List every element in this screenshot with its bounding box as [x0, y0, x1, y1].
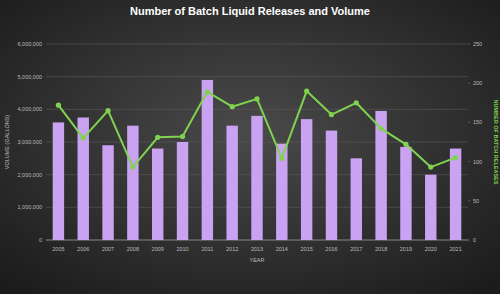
x-tick-label: 2009	[152, 246, 164, 252]
y-tick-label: 2,000,000	[18, 172, 42, 178]
line-marker	[56, 103, 61, 108]
line-marker	[403, 142, 408, 147]
chart: Number of Batch Liquid Releases and Volu…	[0, 0, 500, 294]
x-tick-label: 2014	[276, 246, 288, 252]
y2-tick	[468, 200, 470, 201]
title: Number of Batch Liquid Releases and Volu…	[130, 5, 370, 17]
grid-line	[46, 76, 468, 77]
x-tick-label: 2019	[400, 246, 412, 252]
bar	[127, 126, 138, 240]
x-tick-label: 2012	[226, 246, 238, 252]
line-marker	[180, 134, 185, 139]
y-tick-label: 4,000,000	[18, 106, 42, 112]
x-axis-label: YEAR	[250, 257, 265, 263]
line-marker	[428, 164, 433, 169]
y-tick-label: 1,000,000	[18, 204, 42, 210]
bar	[177, 142, 188, 240]
bar	[251, 116, 262, 240]
x-tick-label: 2010	[176, 246, 188, 252]
bar	[425, 175, 436, 240]
y2-tick	[468, 122, 470, 123]
line-marker	[130, 164, 135, 169]
y2-tick-label: 200	[473, 80, 482, 86]
y2-tick-label: 0	[473, 237, 476, 243]
y-tick-label: 6,000,000	[18, 41, 42, 47]
line-marker	[230, 104, 235, 109]
y2-axis-label: NUMBER OF BATCH RELEASES	[493, 100, 499, 185]
grid-line	[46, 44, 468, 45]
x-tick-label: 2020	[425, 246, 437, 252]
x-tick-label: 2007	[102, 246, 114, 252]
x-tick-label: 2016	[325, 246, 337, 252]
x-tick-label: 2008	[127, 246, 139, 252]
bar	[226, 126, 237, 240]
bar	[301, 119, 312, 240]
bar	[152, 149, 163, 240]
line-marker	[379, 126, 384, 131]
y-tick-label: 5,000,000	[18, 74, 42, 80]
y2-tick	[468, 83, 470, 84]
x-tick-label: 2005	[52, 246, 64, 252]
bar	[53, 122, 64, 240]
bar	[102, 145, 113, 240]
bar	[276, 144, 287, 240]
plot-area	[53, 80, 462, 240]
x-tick-label: 2015	[301, 246, 313, 252]
background	[0, 0, 500, 294]
x-tick-label: 2017	[350, 246, 362, 252]
y-axis-label: VOLUME (GALLONS)	[4, 115, 10, 170]
bar	[326, 131, 337, 240]
x-tick-label: 2021	[449, 246, 461, 252]
x-tick-label: 2011	[201, 246, 213, 252]
x-tick-label: 2018	[375, 246, 387, 252]
line-marker	[105, 108, 110, 113]
line-marker	[304, 88, 309, 93]
line-marker	[329, 112, 334, 117]
line-marker	[254, 96, 259, 101]
line-marker	[81, 135, 86, 140]
line	[58, 91, 455, 167]
y2-tick	[468, 240, 470, 241]
line-marker	[279, 156, 284, 161]
y2-tick-label: 100	[473, 159, 482, 165]
y2-tick-label: 150	[473, 119, 482, 125]
y2-tick	[468, 44, 470, 45]
line-marker	[354, 100, 359, 105]
y-tick-label: 0	[39, 237, 42, 243]
bar	[202, 80, 213, 240]
y2-tick-label: 50	[473, 198, 479, 204]
y-tick-label: 3,000,000	[18, 139, 42, 145]
y2-tick-label: 250	[473, 41, 482, 47]
line-marker	[453, 155, 458, 160]
line-marker	[155, 135, 160, 140]
bar	[400, 147, 411, 240]
bar	[351, 158, 362, 240]
x-tick-label: 2013	[251, 246, 263, 252]
line-marker	[205, 89, 210, 94]
y2-tick	[468, 161, 470, 162]
bar	[450, 149, 461, 240]
bar	[78, 118, 89, 241]
x-tick-label: 2006	[77, 246, 89, 252]
